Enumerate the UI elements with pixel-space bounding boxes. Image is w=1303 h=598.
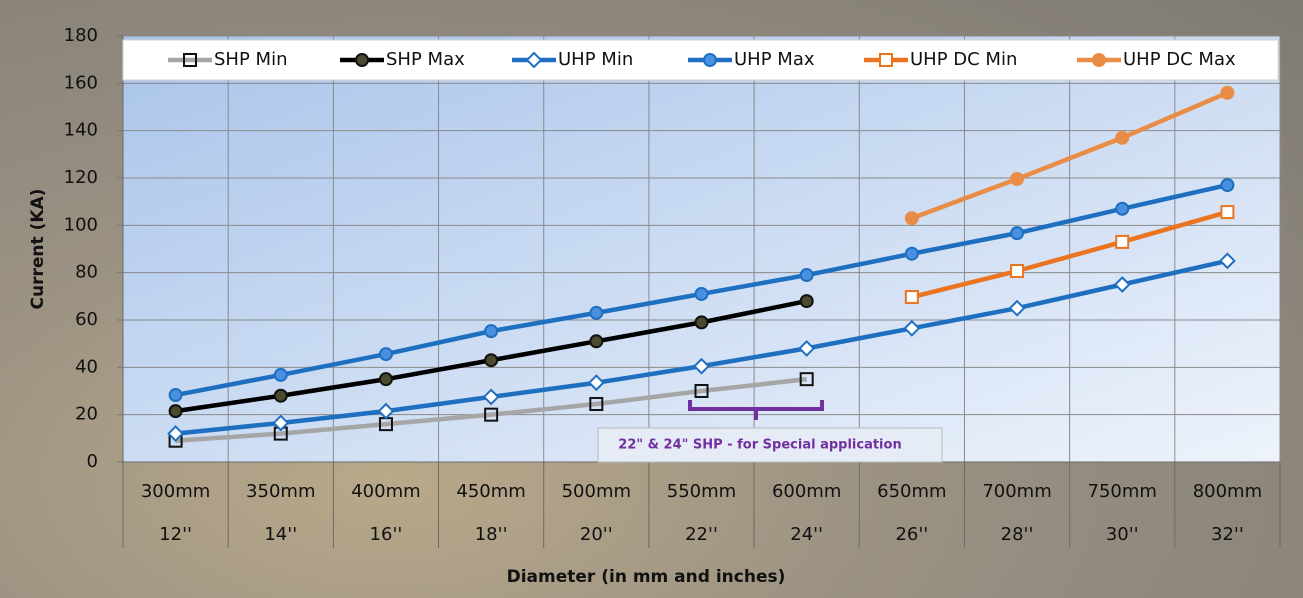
data-point [170, 389, 182, 401]
data-point [801, 269, 813, 281]
data-point [1011, 265, 1023, 277]
x-tick-label-inches: 18'' [475, 524, 508, 545]
data-point [1116, 132, 1128, 144]
data-point [275, 390, 287, 402]
x-tick-label: 750mm [1088, 481, 1157, 502]
x-tick-label-inches: 22'' [685, 524, 718, 545]
x-tick-label: 650mm [877, 481, 946, 502]
y-tick-label: 20 [75, 404, 98, 425]
data-point [1011, 173, 1023, 185]
x-tick-label: 350mm [246, 481, 315, 502]
x-tick-label: 600mm [772, 481, 841, 502]
data-point [801, 295, 813, 307]
page: Current (KA) Diameter (in mm and inches)… [0, 0, 1303, 598]
x-tick-label-inches: 32'' [1211, 524, 1244, 545]
data-point [906, 248, 918, 260]
y-tick-label: 40 [75, 356, 98, 377]
y-tick-label: 80 [75, 262, 98, 283]
x-tick-label-inches: 16'' [370, 524, 403, 545]
x-tick-label-inches: 14'' [264, 524, 297, 545]
y-tick-label: 140 [64, 120, 98, 141]
y-tick-label: 0 [87, 451, 98, 472]
legend-marker [704, 54, 716, 66]
annotation: 22" & 24" SHP - for Special application [618, 438, 901, 453]
x-tick-label-inches: 24'' [790, 524, 823, 545]
x-tick-label-inches: 28'' [1001, 524, 1034, 545]
x-tick-label: 700mm [982, 481, 1051, 502]
x-tick-label-inches: 12'' [159, 524, 192, 545]
data-point [1116, 203, 1128, 215]
x-tick-label-inches: 30'' [1106, 524, 1139, 545]
data-point [1221, 179, 1233, 191]
data-point [1011, 227, 1023, 239]
data-point [1116, 236, 1128, 248]
x-tick-label: 450mm [456, 481, 525, 502]
x-tick-label: 500mm [562, 481, 631, 502]
y-axis-title: Current (KA) [28, 189, 48, 310]
data-point [1221, 206, 1233, 218]
legend-label: UHP DC Max [1123, 49, 1236, 70]
legend-marker [356, 54, 368, 66]
plot-area [123, 36, 1280, 462]
legend-label: UHP DC Min [910, 49, 1017, 70]
legend-label: SHP Max [386, 49, 465, 70]
data-point [590, 307, 602, 319]
data-point [275, 369, 287, 381]
legend-label: UHP Min [558, 49, 633, 70]
data-point [380, 348, 392, 360]
x-tick-label: 400mm [351, 481, 420, 502]
y-tick-label: 180 [64, 25, 98, 46]
x-tick-label-inches: 20'' [580, 524, 613, 545]
x-tick-label: 550mm [667, 481, 736, 502]
legend-marker [880, 54, 892, 66]
chart: Current (KA) Diameter (in mm and inches)… [0, 0, 1303, 598]
x-tick-label-inches: 26'' [895, 524, 928, 545]
y-tick-label: 100 [64, 214, 98, 235]
data-point [696, 288, 708, 300]
x-tick-label: 300mm [141, 481, 210, 502]
y-tick-label: 120 [64, 167, 98, 188]
data-point [590, 335, 602, 347]
legend-marker [1093, 54, 1105, 66]
data-point [380, 373, 392, 385]
y-tick-label: 60 [75, 309, 98, 330]
legend-label: UHP Max [734, 49, 815, 70]
y-tick-label: 160 [64, 72, 98, 93]
data-point [485, 325, 497, 337]
data-point [906, 212, 918, 224]
x-axis-title: Diameter (in mm and inches) [507, 567, 786, 587]
data-point [170, 405, 182, 417]
data-point [485, 354, 497, 366]
legend-label: SHP Min [214, 49, 287, 70]
data-point [1221, 87, 1233, 99]
data-point [696, 316, 708, 328]
x-tick-label: 800mm [1193, 481, 1262, 502]
data-point [906, 291, 918, 303]
